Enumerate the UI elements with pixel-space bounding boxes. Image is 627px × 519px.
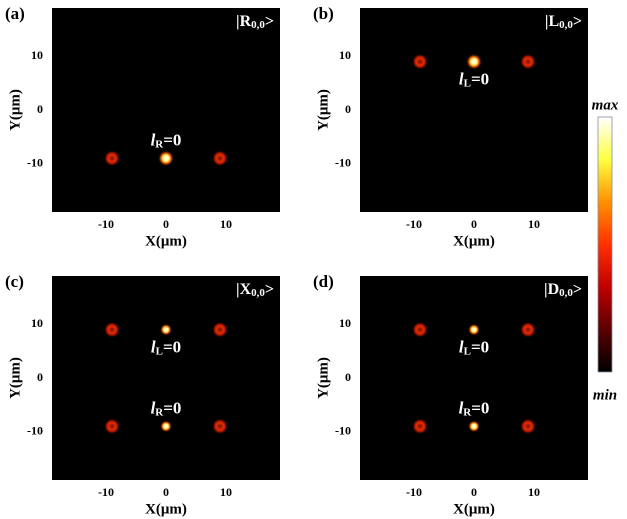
mode-sub: L (464, 77, 471, 89)
x-tick-label: 0 (471, 485, 477, 499)
side-spot (520, 54, 536, 70)
plot-area (52, 8, 280, 212)
state-prefix: |L (545, 13, 559, 30)
center-spot (160, 420, 172, 432)
colorbar-min: min (593, 387, 617, 403)
state-suffix: > (265, 281, 274, 298)
center-spot (468, 420, 480, 432)
side-spot (212, 322, 228, 338)
y-tick-label: -10 (335, 155, 351, 169)
plot-area (360, 8, 588, 212)
y-axis-title: Y(μm) (315, 89, 331, 131)
x-tick-label: 0 (471, 217, 477, 231)
y-tick-label: 0 (345, 370, 351, 384)
mode-label: lL=0 (459, 338, 489, 358)
side-spot (520, 418, 536, 434)
x-tick-label: -10 (98, 217, 114, 231)
side-spot (412, 418, 428, 434)
colorbar (598, 117, 612, 372)
side-spot (412, 54, 428, 70)
x-tick-label: 10 (220, 217, 232, 231)
state-suffix: > (573, 281, 582, 298)
panel-label: (c) (5, 272, 24, 291)
mode-value: =0 (471, 338, 489, 357)
side-spot (412, 322, 428, 338)
y-tick-label: -10 (27, 423, 43, 437)
y-tick-label: 10 (31, 48, 43, 62)
state-prefix: |X (236, 281, 252, 298)
state-suffix: > (573, 13, 582, 30)
mode-value: =0 (163, 130, 181, 149)
y-tick-label: 10 (339, 316, 351, 330)
mode-label: lL=0 (459, 70, 489, 90)
x-tick-label: 10 (528, 217, 540, 231)
y-tick-label: -10 (335, 423, 351, 437)
x-tick-label: 10 (220, 485, 232, 499)
mode-label: lR=0 (151, 130, 182, 150)
side-spot (212, 150, 228, 166)
side-spot (212, 418, 228, 434)
y-axis-title: Y(μm) (315, 357, 331, 399)
mode-label: lL=0 (151, 338, 181, 358)
y-axis-title: Y(μm) (7, 357, 23, 399)
state-sub: 0,0 (559, 287, 573, 299)
state-sub: 0,0 (251, 287, 265, 299)
state-prefix: |R (236, 13, 252, 30)
side-spot (104, 322, 120, 338)
x-tick-label: -10 (98, 485, 114, 499)
panel-label: (b) (313, 4, 334, 23)
mode-sub: L (464, 345, 471, 357)
x-axis-title: X(μm) (453, 501, 495, 517)
y-tick-label: 0 (345, 102, 351, 116)
plot-area (360, 276, 588, 480)
mode-value: =0 (471, 70, 489, 89)
x-axis-title: X(μm) (453, 233, 495, 249)
center-spot (468, 324, 480, 336)
x-tick-label: 10 (528, 485, 540, 499)
x-tick-label: 0 (163, 485, 169, 499)
panel-label: (a) (5, 4, 25, 23)
x-tick-label: 0 (163, 217, 169, 231)
center-spot (160, 324, 172, 336)
side-spot (104, 150, 120, 166)
y-tick-label: 0 (37, 102, 43, 116)
y-axis-title: Y(μm) (7, 89, 23, 131)
mode-label: lR=0 (459, 398, 490, 418)
y-tick-label: 10 (31, 316, 43, 330)
state-sub: 0,0 (559, 19, 573, 31)
state-suffix: > (265, 13, 274, 30)
mode-value: =0 (163, 398, 181, 417)
state-prefix: |D (544, 281, 559, 298)
y-tick-label: -10 (27, 155, 43, 169)
x-tick-label: -10 (406, 217, 422, 231)
x-axis-title: X(μm) (145, 233, 187, 249)
y-tick-label: 0 (37, 370, 43, 384)
side-spot (104, 418, 120, 434)
center-spot (158, 150, 174, 166)
state-sub: 0,0 (251, 19, 265, 31)
mode-label: lR=0 (151, 398, 182, 418)
y-tick-label: 10 (339, 48, 351, 62)
panel-label: (d) (313, 272, 334, 291)
colorbar-max: max (592, 97, 619, 113)
center-spot (466, 54, 482, 70)
plot-area (52, 276, 280, 480)
side-spot (520, 322, 536, 338)
x-tick-label: -10 (406, 485, 422, 499)
x-axis-title: X(μm) (145, 501, 187, 517)
mode-value: =0 (471, 398, 489, 417)
figure: (a)|R0,0>-10010100-10X(μm)Y(μm)lR=0(b)|L… (0, 0, 627, 519)
mode-value: =0 (163, 338, 181, 357)
mode-sub: L (156, 345, 163, 357)
